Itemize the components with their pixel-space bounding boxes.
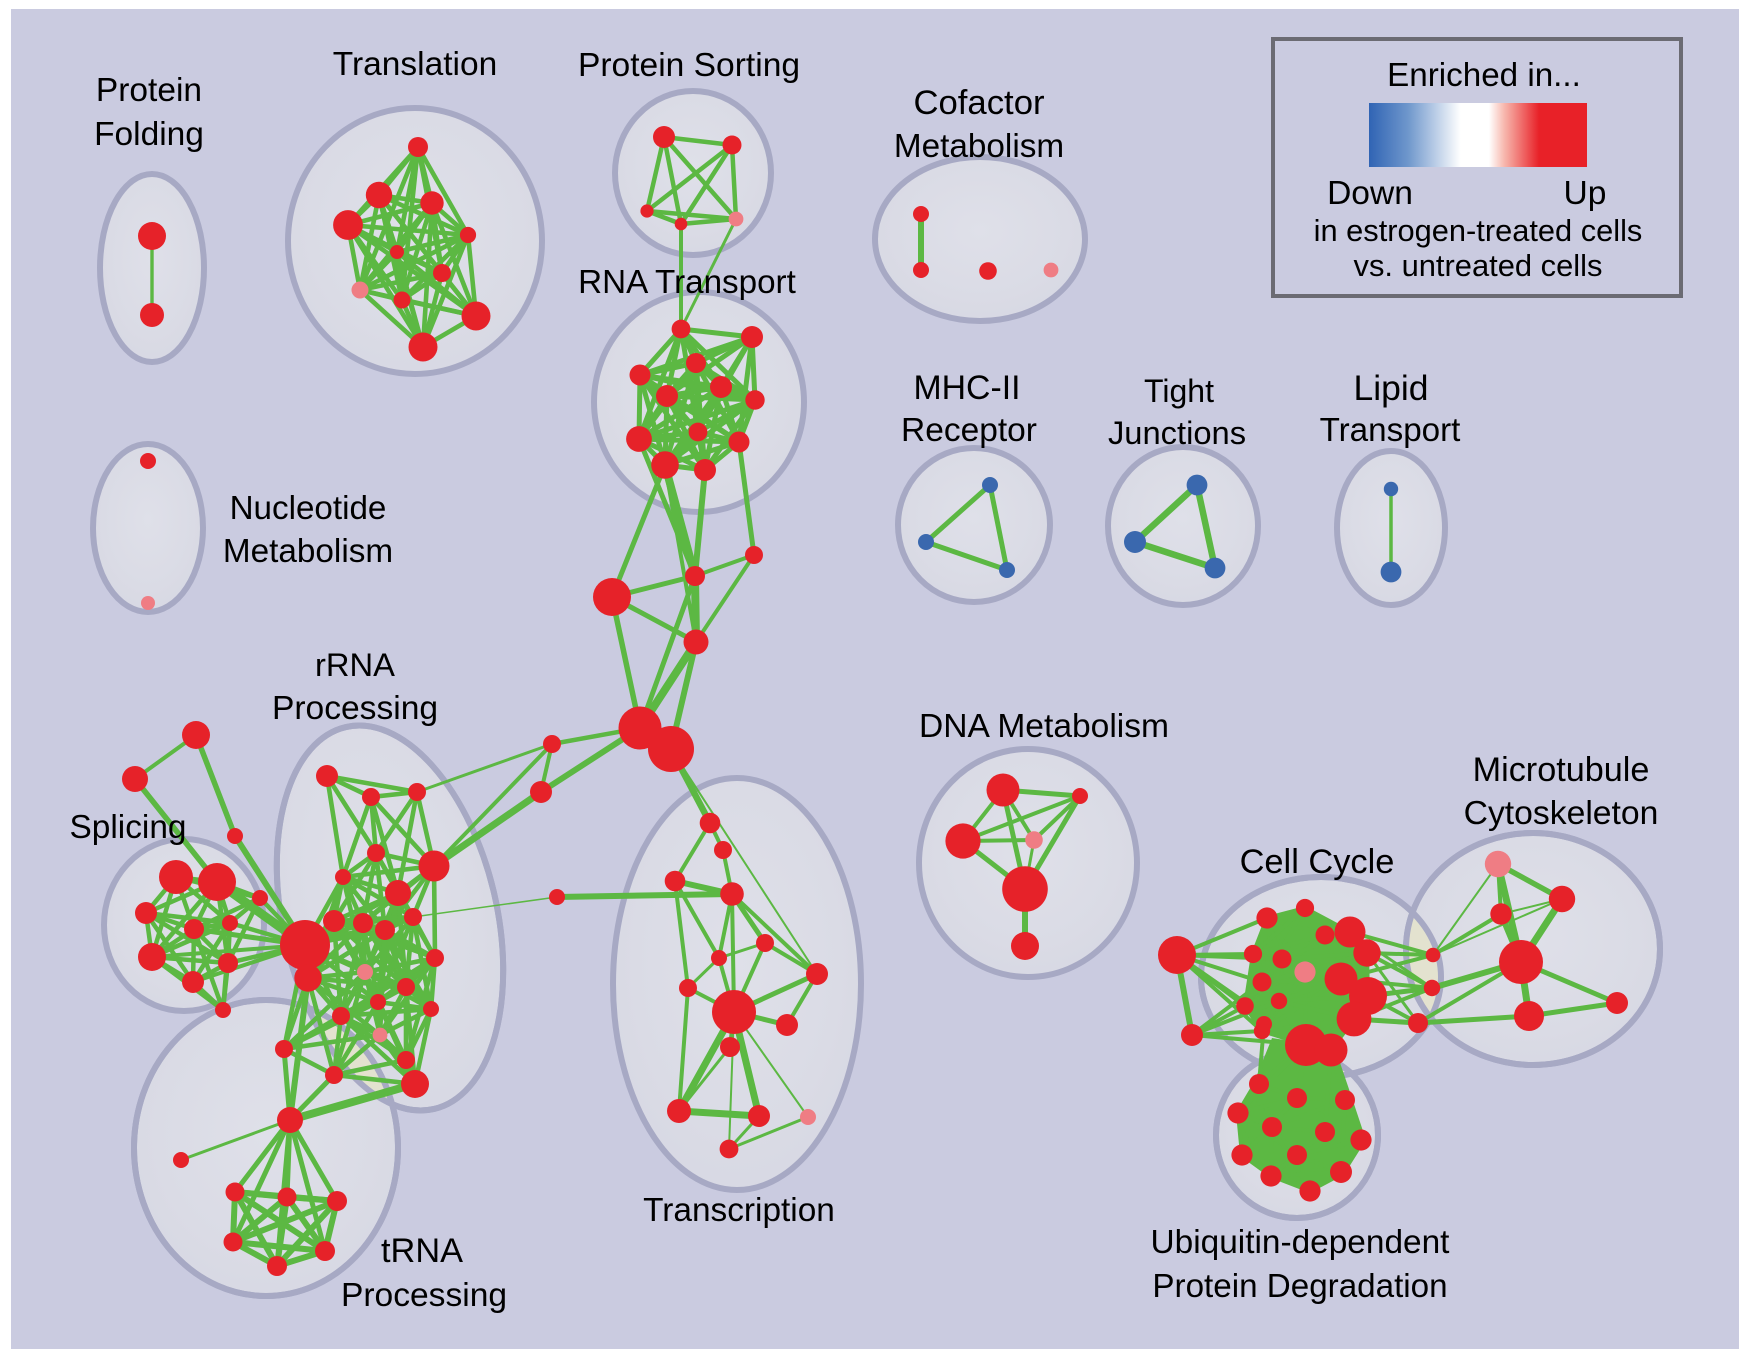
svg-text:RNA Transport: RNA Transport [578, 264, 796, 301]
svg-text:Translation: Translation [333, 46, 497, 83]
svg-text:tRNA: tRNA [381, 1232, 463, 1270]
svg-text:Microtubule: Microtubule [1473, 751, 1650, 789]
svg-text:Processing: Processing [341, 1277, 507, 1314]
svg-text:Processing: Processing [272, 690, 438, 727]
svg-text:Metabolism: Metabolism [894, 128, 1064, 165]
svg-text:Protein: Protein [96, 72, 202, 109]
svg-text:Splicing: Splicing [70, 809, 187, 846]
svg-text:Ubiquitin-dependent: Ubiquitin-dependent [1151, 1224, 1451, 1261]
svg-text:Cell Cycle: Cell Cycle [1240, 843, 1395, 881]
svg-text:Junctions: Junctions [1108, 414, 1246, 451]
svg-text:DNA Metabolism: DNA Metabolism [919, 708, 1169, 745]
svg-text:Cofactor: Cofactor [913, 84, 1044, 122]
svg-text:Cytoskeleton: Cytoskeleton [1464, 794, 1659, 832]
svg-text:Nucleotide: Nucleotide [230, 490, 387, 527]
svg-text:Folding: Folding [94, 116, 204, 153]
svg-text:Protein Sorting: Protein Sorting [578, 47, 800, 84]
svg-text:rRNA: rRNA [315, 646, 395, 683]
svg-text:vs. untreated cells: vs. untreated cells [1354, 248, 1603, 283]
svg-text:Tight: Tight [1144, 373, 1214, 409]
svg-text:Up: Up [1564, 175, 1607, 212]
svg-text:Enriched in...: Enriched in... [1387, 57, 1581, 94]
svg-text:Lipid: Lipid [1353, 368, 1428, 408]
svg-text:Transport: Transport [1320, 412, 1461, 449]
svg-text:Protein Degradation: Protein Degradation [1152, 1268, 1447, 1305]
svg-text:Metabolism: Metabolism [223, 533, 393, 570]
svg-text:Transcription: Transcription [643, 1192, 835, 1229]
svg-text:Receptor: Receptor [901, 412, 1037, 449]
svg-text:in estrogen-treated cells: in estrogen-treated cells [1314, 213, 1643, 248]
svg-text:Down: Down [1327, 175, 1413, 212]
svg-text:MHC-II: MHC-II [913, 369, 1020, 407]
